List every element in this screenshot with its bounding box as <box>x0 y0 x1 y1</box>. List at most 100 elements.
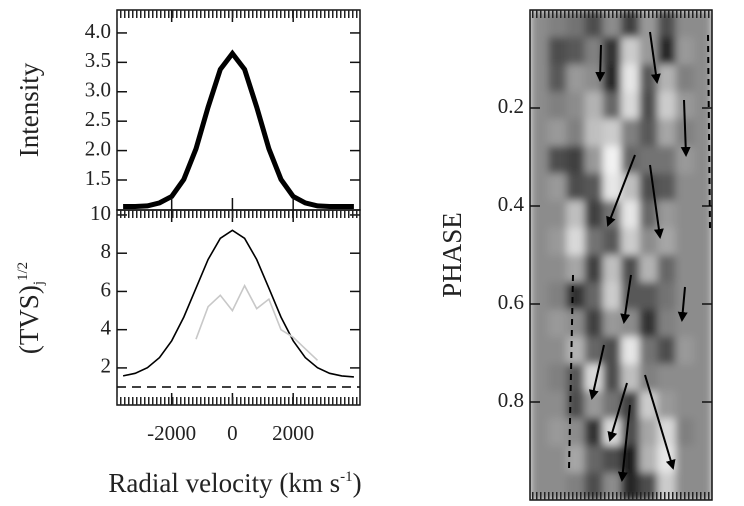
arrow <box>606 154 636 227</box>
heatmap-cell <box>675 255 695 283</box>
x-axis-label-sup: -1 <box>340 469 353 485</box>
plot-frame <box>116 209 361 406</box>
heatmap-cell <box>639 255 658 283</box>
heatmap-cell <box>621 255 640 283</box>
heatmap-cell <box>621 227 640 256</box>
heatmap-cell <box>530 227 549 256</box>
y-tick-label: 0.2 <box>498 94 524 118</box>
x-tick-label: 0 <box>227 421 238 445</box>
heatmap-cell <box>602 64 622 93</box>
heatmap-cell <box>548 64 567 93</box>
heatmap-cell <box>675 391 695 419</box>
heatmap-cell <box>548 173 567 202</box>
heatmap-cell <box>639 282 658 310</box>
heatmap-cell <box>657 64 677 93</box>
heatmap-cell <box>548 255 567 283</box>
heatmap-cell <box>584 391 604 419</box>
heatmap-cell <box>530 146 549 174</box>
heatmap-cell <box>639 336 658 365</box>
heatmap-cell <box>639 64 658 93</box>
heatmap-cell <box>566 336 586 365</box>
heatmap-cell <box>566 227 586 256</box>
heatmap-cell <box>584 309 604 338</box>
heatmap-cell <box>621 282 640 310</box>
y-tick-label: 2.0 <box>85 136 111 160</box>
heatmap-cell <box>566 91 586 120</box>
heatmap-cell <box>584 173 604 202</box>
y-axis-label: (TVS)j1/2 <box>14 262 47 354</box>
heatmap-cell <box>584 37 604 65</box>
heatmap-cell <box>675 418 695 447</box>
heatmap-cell <box>566 118 586 147</box>
series-line <box>123 49 354 209</box>
heatmap-cell <box>602 118 622 147</box>
y-tick-label: 4 <box>101 315 112 339</box>
minor-ticks <box>117 210 360 218</box>
heatmap-cell <box>657 118 677 147</box>
arrow <box>588 344 605 400</box>
y-tick-label: 0.4 <box>498 192 525 216</box>
heatmap-cell <box>584 227 604 256</box>
heatmap-cell <box>584 146 604 174</box>
heatmap-cell <box>675 309 695 338</box>
heatmap-cell <box>530 391 549 419</box>
y-tick-label: 3.0 <box>85 78 111 102</box>
x-axis-label: Radial velocity (km s-1) <box>108 468 361 498</box>
arrow <box>644 374 676 470</box>
x-axis-label-end: ) <box>353 468 362 498</box>
x-tick-label: -2000 <box>147 421 196 445</box>
heatmap-cell <box>548 91 567 120</box>
heatmap-cell <box>657 282 677 310</box>
heatmap-cell <box>657 173 677 202</box>
y-axis-label: Intensity <box>14 62 44 157</box>
y-tick-label: 3.5 <box>85 48 111 72</box>
heatmap-cell <box>675 445 695 474</box>
heatmap-cell <box>675 200 695 229</box>
heatmap-cell <box>530 363 549 392</box>
y-axis-label-main: (TVS) <box>14 285 44 354</box>
heatmap-cell <box>657 336 677 365</box>
heatmap-cell <box>566 391 586 419</box>
heatmap-cell <box>530 282 549 310</box>
heatmap-cell <box>621 91 640 120</box>
heatmap-cell <box>602 173 622 202</box>
heatmap-cell <box>548 418 567 447</box>
heatmap-cell <box>530 37 549 65</box>
heatmap-cell <box>657 255 677 283</box>
heatmap-cell <box>639 309 658 338</box>
heatmap-cell <box>566 445 586 474</box>
heatmap-cell <box>566 309 586 338</box>
y-tick-label: 8 <box>101 239 112 263</box>
heatmap-cell <box>675 363 695 392</box>
heatmap-cell <box>584 200 604 229</box>
arrow <box>607 382 628 442</box>
heatmap-cell <box>693 445 713 474</box>
heatmap-cell <box>584 336 604 365</box>
heatmap-cell <box>602 336 622 365</box>
plot-frame <box>116 9 361 211</box>
heatmap-cell <box>548 227 567 256</box>
heatmap-cell <box>657 391 677 419</box>
heatmap-cell <box>621 173 640 202</box>
heatmap-cell <box>566 146 586 174</box>
y-axis-label-sup: 1/2 <box>15 262 31 281</box>
heatmap-cell <box>621 363 640 392</box>
series-line <box>122 229 354 378</box>
x-tick-label: 2000 <box>272 421 314 445</box>
heatmap-cell <box>584 282 604 310</box>
heatmap-cell <box>657 309 677 338</box>
arrow <box>649 31 661 84</box>
heatmap-cell <box>602 445 622 474</box>
heatmap-cell <box>530 64 549 93</box>
heatmap-cell <box>566 255 586 283</box>
heatmap-cell <box>530 173 549 202</box>
heatmap-cell <box>530 309 549 338</box>
heatmap-cell <box>566 282 586 310</box>
minor-ticks <box>117 10 360 18</box>
y-axis-label: PHASE <box>437 212 467 298</box>
heatmap-cell <box>621 64 640 93</box>
heatmap-cell <box>657 200 677 229</box>
y-axis-label-sub: j <box>31 281 47 286</box>
heatmap-cell <box>602 309 622 338</box>
